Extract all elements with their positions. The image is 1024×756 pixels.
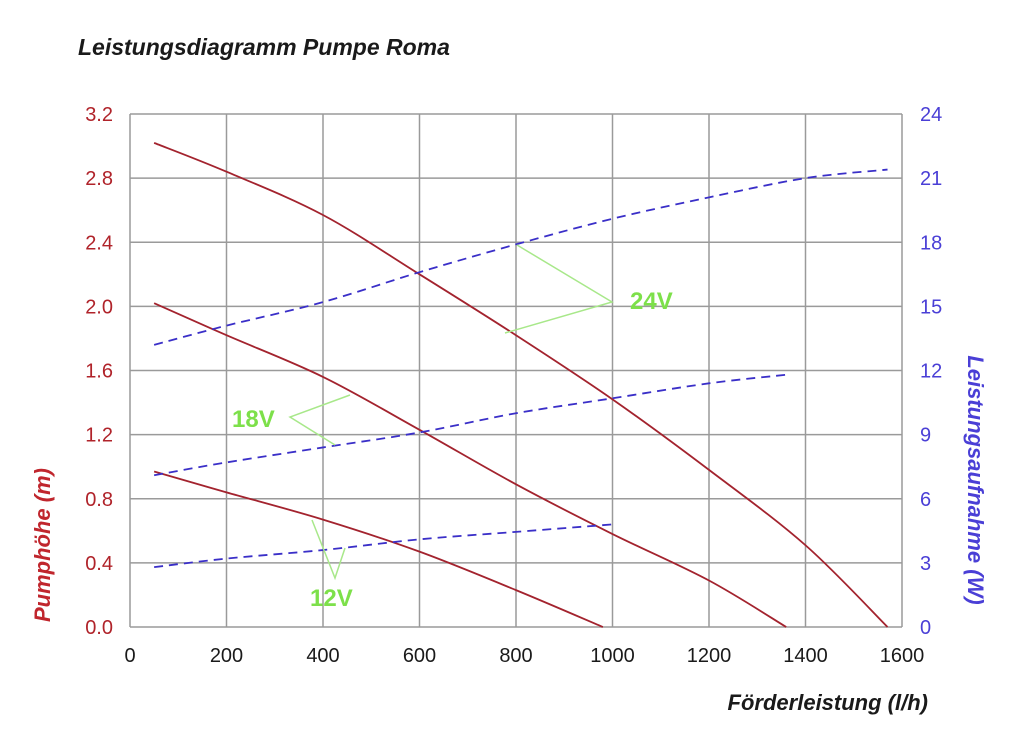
y-axis-label: Pumphöhe (m) (30, 468, 55, 622)
annotation-label: 24V (630, 288, 673, 315)
power-curve-24v (153, 168, 888, 346)
annotation-pointer (288, 394, 351, 446)
y-tick-label: 1.6 (85, 361, 113, 383)
head-curve-12v (153, 470, 604, 628)
y2-tick-label: 9 (920, 425, 931, 447)
y2-tick-label: 0 (920, 617, 931, 639)
y2-tick-label: 12 (920, 361, 942, 383)
y-tick-label: 2.8 (85, 168, 113, 190)
annotation-pointer (311, 519, 346, 581)
x-tick-label: 800 (499, 645, 532, 667)
grid (129, 113, 903, 628)
series-lines (153, 142, 889, 628)
y-tick-label: 1.2 (85, 425, 113, 447)
y-tick-label: 0.4 (85, 553, 113, 575)
power-curve-12v (154, 523, 613, 569)
x-tick-label: 200 (210, 645, 243, 667)
y-tick-label: 0.8 (85, 489, 113, 511)
y2-tick-label: 3 (920, 553, 931, 575)
power-curve-18v (153, 373, 787, 477)
y2-axis-label: Leistungsaufnahme (W) (963, 355, 988, 604)
y2-tick-label: 15 (920, 296, 942, 318)
x-tick-label: 1200 (687, 645, 732, 667)
y-tick-label: 3.2 (85, 104, 113, 126)
y2-tick-label: 18 (920, 232, 942, 254)
head-curve-18v (153, 302, 787, 628)
x-tick-label: 1600 (880, 645, 925, 667)
chart-title: Leistungsdiagramm Pumpe Roma (78, 34, 450, 60)
x-tick-label: 600 (403, 645, 436, 667)
y2-tick-label: 21 (920, 168, 942, 190)
y-tick-label: 2.0 (85, 296, 113, 318)
annotation-pointer (504, 244, 614, 334)
x-tick-label: 1400 (783, 645, 828, 667)
annotations: 24V 18V 12V (232, 244, 673, 612)
x-tick-label: 0 (124, 645, 135, 667)
annotation-label: 18V (232, 406, 275, 433)
x-axis-label: Förderleistung (l/h) (728, 690, 928, 715)
x-tick-label: 400 (306, 645, 339, 667)
ticks: 0 200 400 600 800 1000 1200 1400 1600 0.0 0 0.4 3 0.8… (85, 104, 942, 667)
x-tick-label: 1000 (590, 645, 635, 667)
annotation-label: 12V (310, 585, 353, 612)
y2-tick-label: 6 (920, 489, 931, 511)
head-curve-24v (153, 142, 889, 628)
y-tick-label: 0.0 (85, 617, 113, 639)
y-tick-label: 2.4 (85, 232, 113, 254)
y2-tick-label: 24 (920, 104, 942, 126)
